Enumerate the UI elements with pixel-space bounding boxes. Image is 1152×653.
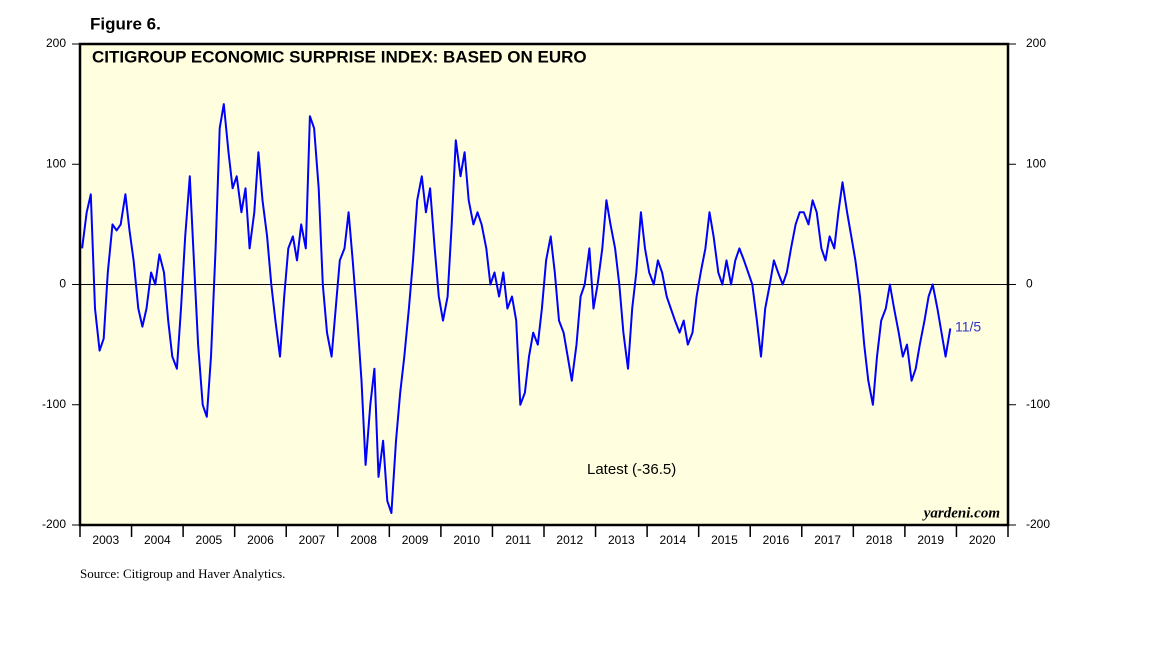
x-tick-label: 2019 bbox=[917, 533, 944, 547]
x-tick-label: 2014 bbox=[660, 533, 687, 547]
y2-tick-label: -100 bbox=[1026, 397, 1050, 411]
y-tick-label: -200 bbox=[42, 517, 66, 531]
x-tick-label: 2003 bbox=[92, 533, 119, 547]
x-tick-label: 2015 bbox=[711, 533, 738, 547]
x-tick-label: 2005 bbox=[196, 533, 223, 547]
x-tick-label: 2016 bbox=[763, 533, 790, 547]
y2-tick-label: -200 bbox=[1026, 517, 1050, 531]
y-tick-label: -100 bbox=[42, 397, 66, 411]
x-tick-label: 2011 bbox=[505, 533, 531, 547]
x-tick-label: 2018 bbox=[866, 533, 893, 547]
brand: yardeni.com bbox=[922, 505, 1000, 521]
x-tick-label: 2017 bbox=[814, 533, 841, 547]
x-tick-label: 2010 bbox=[453, 533, 480, 547]
x-tick-label: 2004 bbox=[144, 533, 171, 547]
chart-title: CITIGROUP ECONOMIC SURPRISE INDEX: BASED… bbox=[92, 47, 587, 66]
x-tick-label: 2009 bbox=[402, 533, 429, 547]
date-annotation: 11/5 bbox=[955, 319, 981, 335]
y2-tick-label: 200 bbox=[1026, 36, 1046, 50]
y-tick-label: 200 bbox=[46, 36, 66, 50]
x-tick-label: 2012 bbox=[556, 533, 583, 547]
data-line bbox=[81, 103, 952, 514]
source-note: Source: Citigroup and Haver Analytics. bbox=[80, 566, 285, 581]
y-tick-label: 0 bbox=[59, 277, 66, 291]
y2-tick-label: 0 bbox=[1026, 277, 1033, 291]
x-tick-label: 2007 bbox=[299, 533, 326, 547]
x-tick-label: 2020 bbox=[969, 533, 996, 547]
latest-annotation: Latest (-36.5) bbox=[587, 461, 676, 478]
x-tick-label: 2008 bbox=[350, 533, 377, 547]
plot-frame bbox=[78, 42, 1010, 527]
y2-tick-label: 100 bbox=[1026, 156, 1046, 170]
x-tick-label: 2006 bbox=[247, 533, 274, 547]
y-tick-label: 100 bbox=[46, 156, 66, 170]
x-tick-label: 2013 bbox=[608, 533, 635, 547]
figure-label: Figure 6. bbox=[90, 14, 161, 33]
